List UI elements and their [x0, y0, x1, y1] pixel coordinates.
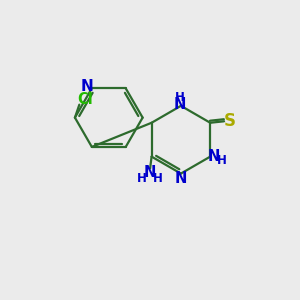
Text: N: N: [175, 171, 187, 186]
Text: N: N: [173, 97, 186, 112]
Text: H: H: [152, 172, 162, 184]
Text: N: N: [144, 165, 156, 180]
Text: H: H: [137, 172, 147, 184]
Text: H: H: [217, 154, 226, 167]
Text: Cl: Cl: [77, 92, 92, 107]
Text: H: H: [175, 91, 184, 104]
Text: S: S: [224, 112, 236, 130]
Text: N: N: [80, 79, 93, 94]
Text: N: N: [208, 149, 220, 164]
